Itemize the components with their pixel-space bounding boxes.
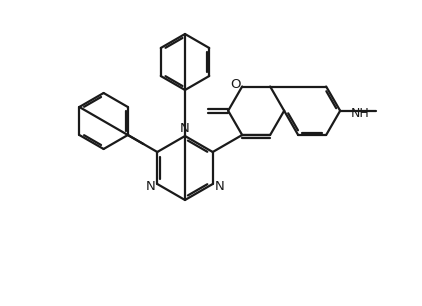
- Text: NH: NH: [351, 107, 370, 120]
- Text: N: N: [180, 121, 190, 135]
- Text: N: N: [215, 180, 225, 192]
- Text: O: O: [230, 78, 241, 91]
- Text: N: N: [146, 180, 155, 192]
